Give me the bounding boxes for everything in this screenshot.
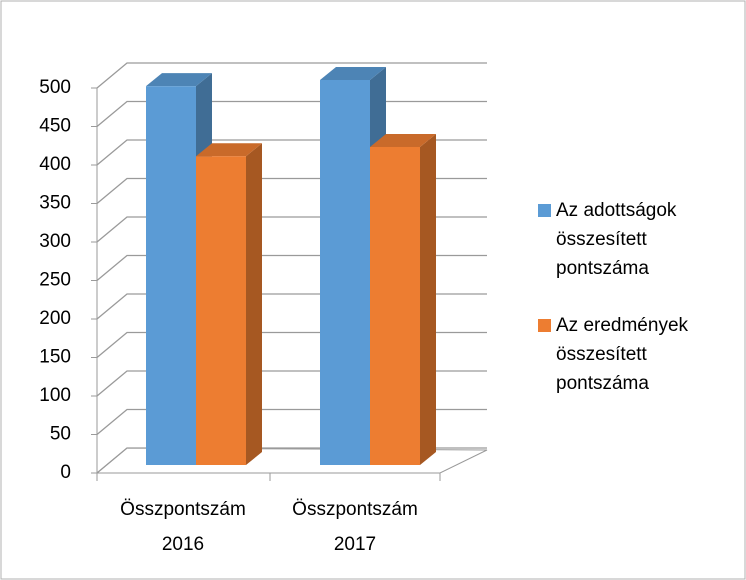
y-tick-label: 500 [39, 77, 71, 98]
y-tick-label: 100 [39, 385, 71, 406]
y-tick-label: 200 [39, 308, 71, 329]
bar-front [370, 146, 420, 466]
bar-front [146, 86, 196, 465]
bar [196, 143, 262, 466]
bar-front [196, 156, 246, 466]
x-tick-label: Összpontszám 2017 [292, 499, 418, 555]
bar-top [146, 73, 212, 87]
legend-label: Az eredmények összesített pontszáma [556, 315, 689, 394]
y-tick-label: 250 [39, 270, 71, 291]
y-tick-label: 350 [39, 193, 71, 214]
bar-top [196, 143, 262, 157]
legend-swatch [538, 204, 551, 217]
y-tick-label: 400 [39, 154, 71, 175]
y-tick-label: 450 [39, 116, 71, 137]
y-tick-label: 150 [39, 347, 71, 368]
bar-side [420, 133, 436, 466]
bar-side [246, 143, 262, 466]
y-tick-label: 0 [60, 462, 71, 483]
bar-front [320, 80, 370, 465]
grid-line [96, 62, 487, 89]
bar-top [320, 67, 386, 80]
legend-swatch [538, 319, 551, 332]
y-tick-label: 300 [39, 231, 71, 252]
legend-label: Az adottságok összesített pontszáma [556, 200, 677, 279]
x-tick-label: Összpontszám 2016 [120, 499, 246, 555]
bar-top [370, 133, 436, 147]
y-tick-label: 50 [50, 424, 71, 445]
bar [370, 133, 436, 466]
